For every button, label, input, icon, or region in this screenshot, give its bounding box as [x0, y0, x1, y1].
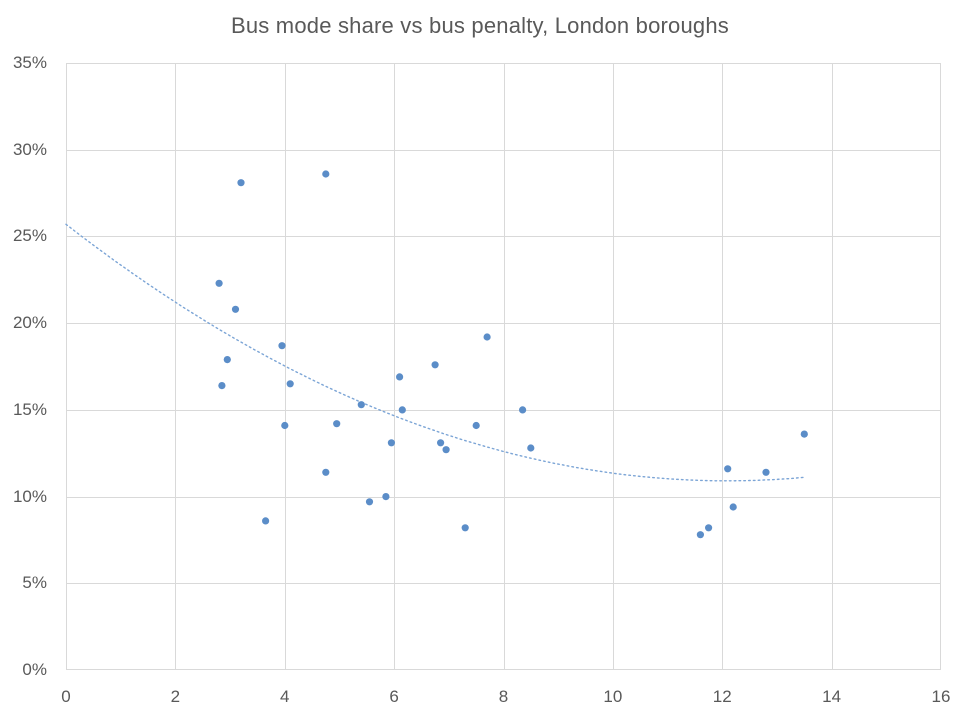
y-tick-label: 30% [12, 139, 47, 159]
scatter-point [382, 493, 390, 501]
x-tick-label: 14 [822, 687, 842, 706]
scatter-point [519, 406, 527, 414]
plot-canvas [65, 63, 941, 670]
scatter-point [357, 401, 365, 409]
scatter-point [398, 406, 406, 414]
scatter-point [223, 356, 231, 364]
scatter-point [483, 333, 491, 341]
chart-title: Bus mode share vs bus penalty, London bo… [230, 13, 729, 38]
scatter-point [237, 179, 245, 187]
scatter-point [724, 465, 732, 473]
y-tick-label: 20% [12, 313, 47, 333]
x-tick-label: 2 [170, 687, 181, 706]
scatter-point [322, 170, 330, 178]
scatter-point [278, 342, 286, 350]
y-tick-label: 0% [22, 660, 47, 679]
x-tick-label: 6 [389, 687, 399, 706]
trendline [65, 223, 805, 482]
scatter-point [729, 503, 737, 511]
y-tick-label: 25% [12, 226, 47, 246]
scatter-point [262, 517, 270, 525]
x-tick-label: 8 [498, 687, 509, 706]
scatter-point [800, 430, 808, 438]
scatter-point [442, 446, 450, 454]
scatter-point [705, 524, 713, 532]
y-tick-label: 10% [12, 486, 47, 506]
y-tick-label: 35% [12, 53, 47, 72]
scatter-point [231, 305, 240, 313]
scatter-point [333, 420, 341, 428]
scatter-point [396, 373, 404, 381]
x-tick-label: 0 [61, 687, 71, 706]
y-tick-label: 15% [12, 399, 47, 419]
scatter-point [218, 382, 226, 390]
scatter-point [286, 380, 294, 388]
scatter-point [431, 361, 439, 369]
scatter-point [281, 421, 289, 430]
x-tick-label: 10 [603, 687, 623, 706]
scatter-point [322, 468, 330, 476]
scatter-point [437, 439, 445, 447]
scatter-point [527, 444, 535, 452]
scatter-point [365, 498, 374, 506]
scatter-point [461, 524, 469, 532]
x-tick-label: 16 [931, 687, 951, 706]
scatter-point [215, 279, 223, 287]
plot-area [65, 63, 941, 670]
scatter-point [387, 439, 395, 447]
y-tick-label: 5% [22, 573, 47, 593]
x-tick-label: 12 [712, 687, 732, 706]
scatter-point [472, 421, 480, 430]
x-tick-label: 4 [280, 687, 290, 706]
scatter-point [762, 468, 770, 476]
scatter-point [696, 531, 705, 539]
plot-border [66, 63, 941, 670]
